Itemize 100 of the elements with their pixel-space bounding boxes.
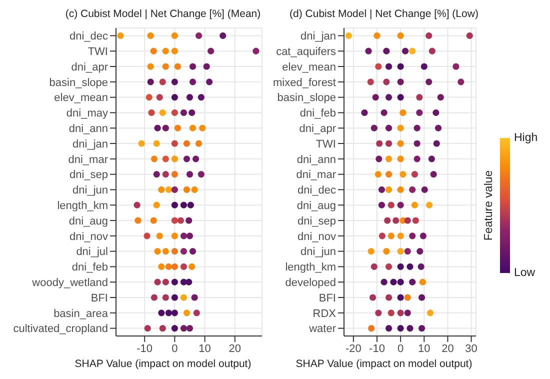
- point: [409, 48, 416, 54]
- point: [370, 124, 378, 132]
- point: [375, 63, 382, 70]
- point: [186, 232, 194, 240]
- point: [397, 140, 404, 147]
- point: [180, 263, 188, 270]
- y-tick-label: dni_may: [66, 108, 108, 120]
- point: [171, 217, 178, 224]
- point: [171, 156, 178, 162]
- point: [171, 109, 178, 116]
- point: [412, 217, 419, 224]
- point: [414, 156, 420, 162]
- y-tick-label: water: [308, 323, 336, 336]
- y-tick-label: dni_dec: [297, 184, 336, 197]
- y-tick-label: woody_wetland: [31, 277, 108, 290]
- point: [404, 248, 411, 255]
- point: [418, 325, 426, 332]
- point: [385, 140, 392, 147]
- point: [188, 109, 196, 116]
- point: [397, 156, 404, 162]
- point: [376, 156, 382, 162]
- point: [418, 294, 426, 301]
- point: [397, 294, 404, 301]
- point: [174, 124, 182, 132]
- point: [416, 109, 423, 116]
- point: [385, 263, 392, 270]
- point: [397, 124, 404, 132]
- point: [191, 294, 198, 301]
- point: [138, 140, 145, 147]
- x-tick-label: 20: [228, 342, 242, 355]
- point: [153, 202, 160, 208]
- point: [383, 78, 390, 86]
- point: [397, 232, 404, 240]
- point: [186, 94, 194, 101]
- point: [385, 156, 392, 162]
- point: [385, 325, 392, 332]
- point: [397, 248, 404, 255]
- point: [385, 294, 392, 301]
- y-tick-label: BFI: [90, 292, 108, 304]
- point: [156, 94, 163, 101]
- x-tick-label: 0: [172, 342, 178, 355]
- point: [183, 140, 190, 147]
- y-tick-label: dni_apr: [71, 61, 108, 74]
- point: [180, 294, 188, 301]
- y-tick-label: dni_ann: [68, 123, 108, 136]
- point: [378, 186, 386, 193]
- point: [400, 171, 406, 178]
- point: [171, 171, 178, 178]
- y-tick-label: dni_sep: [69, 169, 108, 182]
- y-tick-label: basin_area: [54, 308, 109, 320]
- point: [404, 294, 411, 301]
- color-bar-label: Low: [514, 267, 536, 280]
- point: [418, 263, 424, 270]
- x-tick-label: 0: [398, 342, 404, 355]
- y-tick-label: dni_apr: [299, 123, 336, 136]
- chart-title: (c) Cubist Model | Net Change [%] (Mean): [64, 8, 262, 22]
- x-axis-title: SHAP Value (impact on model output): [74, 358, 252, 370]
- y-tick-label: dni_jan: [72, 138, 108, 150]
- point: [171, 140, 178, 147]
- point: [195, 140, 202, 147]
- y-tick-label: dni_jun: [72, 184, 108, 197]
- y-tick-label: dni_jun: [300, 246, 336, 258]
- point: [385, 63, 392, 70]
- point: [372, 94, 379, 101]
- point: [165, 186, 172, 193]
- x-tick-label: 10: [198, 342, 211, 355]
- point: [397, 94, 404, 101]
- point: [171, 278, 178, 286]
- point: [186, 217, 192, 224]
- point: [368, 248, 374, 255]
- point: [397, 63, 404, 70]
- point: [426, 202, 433, 208]
- point: [134, 217, 142, 224]
- point: [452, 63, 460, 70]
- point: [147, 78, 154, 86]
- point: [154, 124, 161, 132]
- point: [397, 32, 404, 39]
- point: [144, 232, 150, 240]
- y-tick-label: developed: [285, 277, 336, 290]
- point: [406, 325, 414, 332]
- point: [171, 186, 178, 193]
- y-tick-label: basin_slope: [49, 76, 108, 89]
- point: [180, 248, 188, 255]
- y-tick-label: dni_nov: [69, 230, 108, 243]
- point: [220, 32, 226, 39]
- point: [426, 310, 434, 316]
- point: [365, 48, 372, 54]
- point: [183, 186, 190, 193]
- point: [388, 202, 394, 208]
- y-tick-label: elev_mean: [282, 61, 336, 74]
- y-tick-label: length_km: [57, 200, 108, 212]
- point: [150, 48, 157, 54]
- point: [385, 186, 392, 193]
- x-tick-label: -20: [345, 342, 362, 355]
- point: [404, 310, 411, 316]
- y-tick-label: mixed_forest: [273, 76, 336, 89]
- point: [409, 186, 416, 193]
- y-tick-label: dni_nov: [297, 230, 336, 243]
- point: [159, 78, 166, 86]
- y-tick-label: dni_feb: [72, 262, 108, 274]
